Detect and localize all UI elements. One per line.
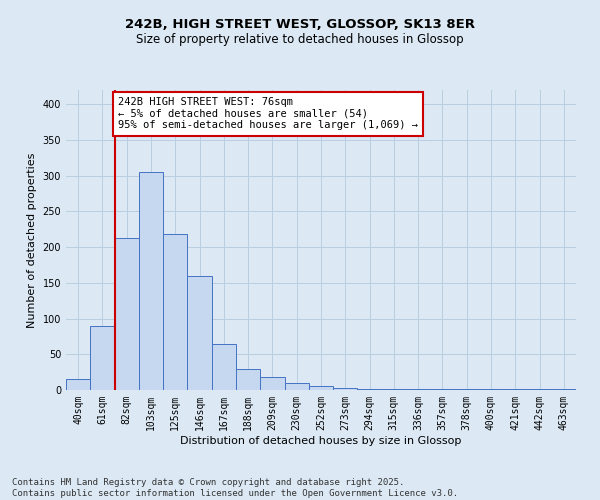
Bar <box>139 172 163 390</box>
Text: 242B HIGH STREET WEST: 76sqm
← 5% of detached houses are smaller (54)
95% of sem: 242B HIGH STREET WEST: 76sqm ← 5% of det… <box>118 97 418 130</box>
Text: Size of property relative to detached houses in Glossop: Size of property relative to detached ho… <box>136 32 464 46</box>
Text: 242B, HIGH STREET WEST, GLOSSOP, SK13 8ER: 242B, HIGH STREET WEST, GLOSSOP, SK13 8E… <box>125 18 475 30</box>
Bar <box>260 377 284 390</box>
Bar <box>115 238 139 390</box>
Bar <box>66 380 90 390</box>
Bar <box>163 234 187 390</box>
Y-axis label: Number of detached properties: Number of detached properties <box>27 152 37 328</box>
X-axis label: Distribution of detached houses by size in Glossop: Distribution of detached houses by size … <box>181 436 461 446</box>
Bar <box>430 388 455 390</box>
Bar <box>358 388 382 390</box>
Bar <box>309 386 333 390</box>
Bar <box>333 388 358 390</box>
Bar <box>212 344 236 390</box>
Bar <box>236 368 260 390</box>
Bar <box>284 383 309 390</box>
Bar <box>187 276 212 390</box>
Text: Contains HM Land Registry data © Crown copyright and database right 2025.
Contai: Contains HM Land Registry data © Crown c… <box>12 478 458 498</box>
Bar <box>90 326 115 390</box>
